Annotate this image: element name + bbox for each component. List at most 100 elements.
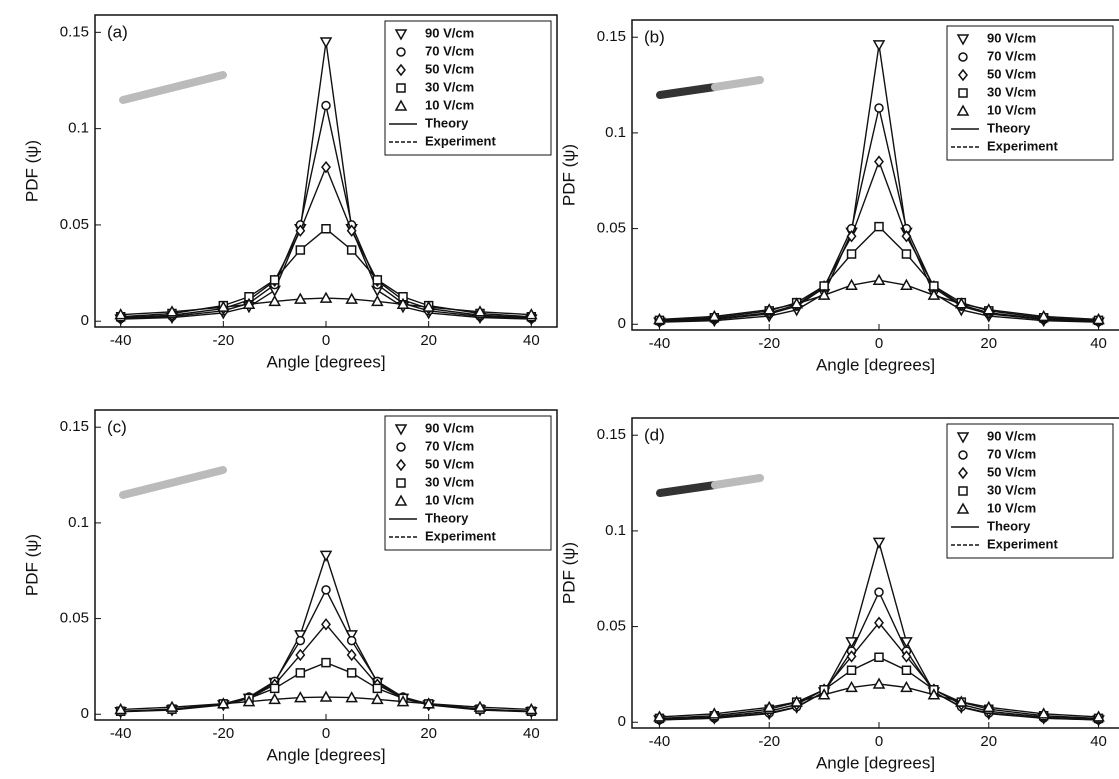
y-tick-label: 0.15 <box>60 23 89 40</box>
legend-label: 90 V/cm <box>425 420 474 435</box>
legend-label: 70 V/cm <box>425 438 474 453</box>
x-axis-label: Angle [degrees] <box>816 753 935 772</box>
y-tick-label: 0 <box>81 312 89 329</box>
legend-label: Experiment <box>987 138 1058 153</box>
marker <box>819 281 829 291</box>
panel: -40 -20 0 20 40 0 0.05 0.1 0.15 Angle [degrees] PD… <box>559 417 1119 772</box>
marker <box>321 657 331 668</box>
legend-marker <box>394 424 408 436</box>
y-tick-label: 0.05 <box>597 220 626 237</box>
series-line <box>659 159 1099 322</box>
series-line <box>659 621 1099 721</box>
x-tick-label: 0 <box>322 332 330 349</box>
legend: 90 V/cm 70 V/cm 50 V/cm 30 V/cm 10 V/cm Theor… <box>384 20 552 156</box>
marker <box>874 652 884 662</box>
x-tick-label: 20 <box>420 725 437 742</box>
marker <box>874 616 884 629</box>
marker <box>817 288 831 300</box>
marker <box>345 691 358 703</box>
marker <box>845 637 858 649</box>
legend-marker <box>394 494 408 506</box>
legend: 90 V/cm 70 V/cm 50 V/cm 30 V/cm 10 V/cm Theor… <box>946 423 1114 559</box>
y-tick-label: 0.05 <box>60 216 89 233</box>
legend-marker <box>956 432 970 444</box>
panel: -40 -20 0 20 40 0 0.05 0.1 0.15 Angle [degrees] PD… <box>22 409 558 764</box>
marker <box>790 695 803 707</box>
y-tick-label: 0.1 <box>68 514 89 531</box>
marker <box>473 305 487 317</box>
legend: 90 V/cm 70 V/cm 50 V/cm 30 V/cm 10 V/cm Theor… <box>946 25 1114 161</box>
panel-label: (c) <box>107 417 127 436</box>
legend-label: Theory <box>987 120 1031 135</box>
marker <box>321 160 331 174</box>
series-line <box>659 539 1099 721</box>
legend-marker <box>958 466 968 480</box>
x-tick-label: -20 <box>758 335 780 352</box>
legend-marker <box>396 478 406 488</box>
marker <box>165 305 179 317</box>
legend-label: 70 V/cm <box>987 48 1036 63</box>
marker <box>295 224 306 237</box>
marker <box>268 294 281 307</box>
marker <box>874 221 884 232</box>
x-tick-label: -40 <box>110 725 132 742</box>
marker <box>872 677 886 689</box>
legend-marker <box>958 88 968 98</box>
marker <box>846 665 857 675</box>
marker <box>653 710 666 722</box>
x-tick-label: 0 <box>875 733 883 750</box>
y-tick-label: 0.1 <box>605 522 626 539</box>
marker <box>372 275 383 285</box>
marker <box>927 688 941 700</box>
panel-label: (d) <box>644 425 665 444</box>
marker <box>900 278 913 290</box>
legend-label: 50 V/cm <box>425 61 474 76</box>
legend-label: Theory <box>425 510 469 525</box>
legend-marker <box>396 83 406 93</box>
marker <box>114 308 127 320</box>
y-axis-label: PDF (ψ) <box>559 144 578 206</box>
rod-icon <box>711 76 764 91</box>
plot-area <box>653 40 1105 329</box>
marker <box>244 292 254 302</box>
marker <box>294 691 307 703</box>
marker <box>874 155 884 168</box>
marker <box>1037 707 1050 719</box>
marker <box>982 303 996 315</box>
marker <box>319 550 333 562</box>
marker <box>346 635 357 646</box>
marker <box>294 292 307 304</box>
marker <box>268 692 281 705</box>
marker <box>762 303 776 315</box>
x-tick-label: -40 <box>649 733 671 750</box>
legend-label: 70 V/cm <box>987 446 1036 461</box>
panel-label: (a) <box>107 22 128 41</box>
marker <box>321 585 331 595</box>
marker <box>346 668 357 678</box>
rod-icon <box>656 83 719 99</box>
marker <box>346 245 357 255</box>
marker <box>269 275 280 285</box>
legend-label: 30 V/cm <box>987 482 1036 497</box>
marker <box>346 648 357 662</box>
x-tick-label: 20 <box>980 733 997 750</box>
marker <box>346 224 357 237</box>
legend: 90 V/cm 70 V/cm 50 V/cm 30 V/cm 10 V/cm Theor… <box>384 415 552 551</box>
plot-area <box>114 550 538 719</box>
legend-label: 90 V/cm <box>987 30 1036 45</box>
y-tick-label: 0.1 <box>68 120 89 137</box>
marker <box>872 273 886 285</box>
x-tick-label: -20 <box>212 725 234 742</box>
marker <box>762 700 776 713</box>
marker <box>295 635 306 646</box>
legend-marker <box>958 450 968 460</box>
panel: -40 -20 0 20 40 0 0.05 0.1 0.15 Angle [degrees] PD… <box>22 14 558 371</box>
legend-label: 90 V/cm <box>425 25 474 40</box>
marker <box>525 308 538 320</box>
marker <box>422 300 435 312</box>
marker <box>846 230 857 243</box>
x-axis-label: Angle [degrees] <box>266 745 385 764</box>
y-tick-label: 0.05 <box>60 610 89 627</box>
marker <box>372 683 383 694</box>
legend-marker <box>394 29 408 41</box>
